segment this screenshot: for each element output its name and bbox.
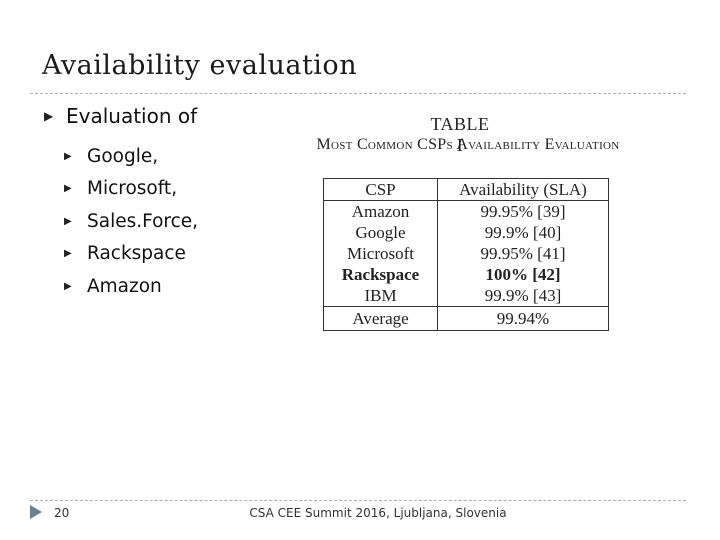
table-footer-row: Average 99.94% (323, 306, 609, 331)
list-item: ▶ Google, (64, 140, 198, 173)
bullet-arrow-icon: ▶ (64, 280, 72, 292)
list-item: ▶ Amazon (64, 270, 198, 303)
bullet-arrow-icon: ▶ (64, 150, 72, 162)
list-item: ▶ Sales.Force, (64, 205, 198, 238)
table-row: IBM 99.9% [43] (323, 285, 609, 307)
table-header-row: CSP Availability (SLA) (323, 178, 609, 201)
footer-divider (30, 500, 686, 501)
title-divider (30, 93, 686, 94)
header-availability: Availability (SLA) (437, 178, 609, 201)
cell-csp: Google (323, 222, 438, 243)
list-item-label: Microsoft, (87, 178, 178, 200)
list-item-label: Sales.Force, (87, 210, 199, 232)
footer-text: CSA CEE Summit 2016, Ljubljana, Slovenia (249, 506, 507, 520)
footer-marker-icon (30, 505, 42, 519)
table-row: Rackspace 100% [42] (323, 264, 609, 285)
bullet-arrow-icon: ▶ (64, 248, 72, 260)
bullet-arrow-icon: ▶ (64, 183, 72, 195)
table-row: Google 99.9% [40] (323, 222, 609, 243)
availability-table: CSP Availability (SLA) Amazon 99.95% [39… (323, 178, 609, 331)
cell-csp: Rackspace (323, 264, 438, 285)
list-item: ▶ Rackspace (64, 238, 198, 271)
cell-csp: Microsoft (323, 243, 438, 264)
cell-availability: 99.9% [43] (437, 285, 609, 307)
cell-average-label: Average (323, 306, 438, 331)
cell-csp: IBM (323, 285, 438, 307)
bullet-evaluation: ▶ Evaluation of (44, 104, 197, 128)
list-item-label: Amazon (87, 275, 162, 297)
bullet-arrow-icon: ▶ (64, 215, 72, 227)
page-number: 20 (54, 506, 70, 520)
table-row: Microsoft 99.95% [41] (323, 243, 609, 264)
table-row: Amazon 99.95% [39] (323, 200, 609, 222)
list-item-label: Rackspace (87, 243, 186, 265)
list-item: ▶ Microsoft, (64, 173, 198, 206)
provider-list: ▶ Google, ▶ Microsoft, ▶ Sales.Force, ▶ Rack… (64, 140, 198, 303)
bullet-arrow-icon: ▶ (44, 109, 54, 123)
cell-csp: Amazon (323, 200, 438, 222)
cell-availability: 100% [42] (437, 264, 609, 285)
table-caption-number: TABLE I (430, 114, 490, 155)
list-item-label: Google, (87, 145, 159, 167)
bullet-label: Evaluation of (66, 104, 198, 128)
header-csp: CSP (323, 178, 438, 201)
cell-availability: 99.95% [41] (437, 243, 609, 264)
cell-average-value: 99.94% (437, 306, 609, 331)
cell-availability: 99.95% [39] (437, 200, 609, 222)
cell-availability: 99.9% [40] (437, 222, 609, 243)
table-caption-title: Most Common CSPs Availability Evaluation (316, 136, 620, 153)
slide-title: Availability evaluation (42, 50, 358, 81)
